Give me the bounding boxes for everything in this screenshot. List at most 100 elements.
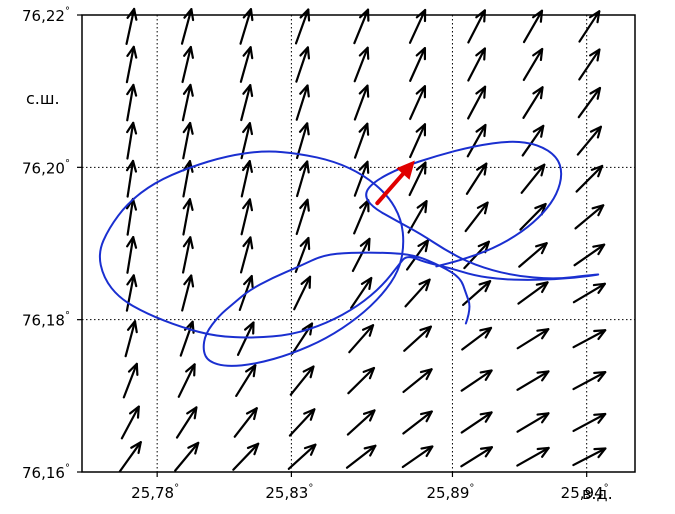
field-arrow (182, 160, 194, 198)
field-arrow (239, 46, 254, 83)
field-arrow (461, 326, 493, 351)
field-arrow (572, 447, 607, 467)
field-arrow (518, 242, 548, 268)
field-arrow (462, 280, 492, 306)
field-arrow (578, 48, 601, 81)
field-arrow (403, 325, 432, 352)
field-arrow (409, 123, 427, 159)
field-arrow (240, 198, 254, 236)
field-arrow (240, 84, 254, 122)
field-arrow (125, 45, 138, 84)
field-arrow (125, 159, 138, 198)
field-arrow (466, 123, 487, 158)
highlight-arrow-head (396, 160, 415, 180)
field-arrow (346, 409, 376, 436)
field-arrow (407, 200, 428, 234)
field-arrow (402, 368, 433, 394)
y-tick-label: 76,22° (22, 6, 70, 25)
field-arrow (289, 365, 315, 396)
field-arrow (181, 45, 194, 84)
field-arrow (174, 441, 200, 472)
field-arrow (572, 282, 606, 304)
field-arrow (577, 86, 602, 119)
field-arrow (350, 276, 373, 310)
field-arrow (351, 237, 371, 273)
field-arrow (467, 47, 486, 82)
field-arrow (288, 408, 316, 437)
y-axis-unit-label: с.ш. (26, 89, 60, 108)
field-arrow (522, 86, 544, 119)
field-arrow (348, 324, 375, 354)
tick-labels: 25,78° 25,83° 25,89° 25,94° 76,16° 76,18° 76,2… (22, 6, 609, 502)
field-arrow (181, 236, 194, 274)
field-arrow (181, 83, 194, 122)
field-arrow (126, 121, 138, 160)
y-tick-label: 76,18° (22, 311, 70, 330)
field-arrow (572, 412, 607, 433)
field-arrow (120, 405, 140, 440)
field-arrow (122, 362, 139, 399)
field-arrow (467, 85, 487, 120)
field-arrow (578, 10, 601, 43)
field-arrow (516, 446, 550, 467)
y-tick-label: 76,16° (22, 463, 70, 482)
field-arrow (235, 364, 257, 397)
field-arrow (576, 125, 602, 156)
highlight-arrow-shaft (375, 168, 408, 206)
field-arrow (460, 446, 494, 468)
field-arrow (573, 243, 606, 267)
field-arrow (126, 83, 138, 122)
field-arrow (295, 84, 310, 121)
field-arrow (179, 320, 195, 357)
field-arrow (409, 85, 427, 121)
track-line (98, 140, 600, 367)
field-arrow (347, 366, 376, 395)
field-arrow (295, 122, 310, 160)
field-arrow (517, 281, 549, 305)
field-arrow (402, 410, 433, 435)
field-arrow (353, 199, 370, 235)
highlight-arrow (375, 160, 415, 206)
field-arrow (460, 369, 493, 392)
grid (82, 14, 635, 473)
field-arrow (124, 320, 138, 358)
field-arrow (181, 274, 195, 312)
field-arrow (572, 371, 607, 391)
field-arrow (516, 370, 550, 391)
field-arrow (516, 328, 550, 350)
field-arrow (465, 162, 488, 195)
field-arrow (353, 46, 370, 83)
field-arrow (522, 47, 544, 82)
x-tick-label: 25,94° (561, 483, 609, 502)
field-arrow (240, 122, 254, 160)
field-arrow (406, 239, 430, 271)
field-arrow (126, 236, 138, 274)
field-arrow (233, 407, 258, 438)
field-arrow (295, 160, 310, 198)
field-arrow (293, 275, 312, 311)
field-arrow (516, 412, 550, 433)
field-arrow (353, 122, 370, 159)
field-arrow (574, 204, 605, 230)
x-tick-label: 25,89° (426, 483, 474, 502)
x-tick-label: 25,83° (265, 483, 313, 502)
field-arrow (464, 201, 489, 233)
field-arrow (295, 198, 310, 236)
field-arrow (521, 124, 545, 157)
field-arrow (575, 164, 604, 193)
field-arrow (125, 274, 138, 312)
field-arrow (404, 278, 431, 308)
field-arrow (295, 46, 311, 83)
field-arrow (401, 445, 434, 469)
field-arrow (345, 444, 377, 469)
x-axis-unit-label: в.д. (582, 484, 613, 503)
field-arrow (287, 443, 317, 470)
y-tick-label: 76,20° (22, 158, 70, 177)
drift-track (98, 140, 600, 367)
field-arrow (520, 163, 546, 194)
vector-field-arrows (118, 7, 607, 473)
field-arrow (519, 202, 547, 231)
field-arrow (232, 442, 260, 471)
field-arrow (177, 363, 196, 398)
field-arrow (118, 441, 142, 473)
